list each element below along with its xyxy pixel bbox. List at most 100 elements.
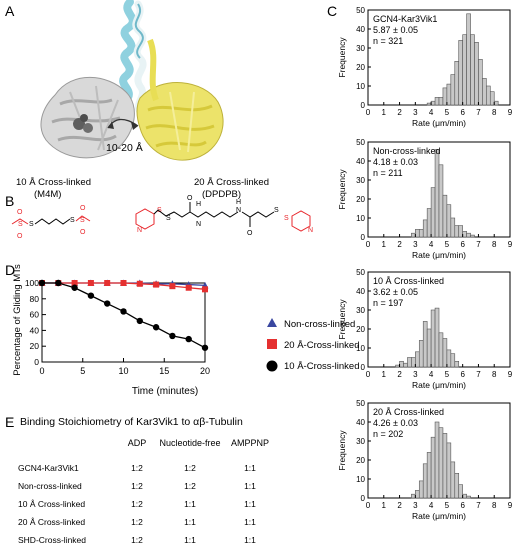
table-cell: 1:2 (184, 481, 196, 491)
histogram-ylabel: Frequency (337, 169, 347, 210)
x-tick-label: 2 (397, 370, 402, 379)
histogram-title: 10 Å Cross-linked (373, 276, 444, 286)
data-point (169, 332, 176, 340)
x-tick-label: 3 (413, 108, 418, 117)
histogram-bar (474, 41, 479, 106)
histogram-mean: 4.26 ± 0.03 (373, 418, 418, 428)
x-tick-label: 5 (445, 108, 450, 117)
x-tick-label: 6 (460, 370, 465, 379)
histogram-bar (450, 217, 456, 238)
gliding-chart-legend: Non-cross-linked 20 Å-Cross-linked 10 Å-… (266, 318, 360, 372)
panel-label-d: D (5, 262, 15, 278)
histogram-title: 20 Å Cross-linked (373, 407, 444, 417)
histogram-bar (430, 309, 436, 368)
data-point (202, 286, 208, 293)
y-tick-label: 0 (361, 233, 366, 242)
y-tick-label: 10 (356, 344, 365, 353)
histogram-bar (422, 321, 428, 368)
histogram-bar (422, 219, 428, 238)
histogram-mean: 3.62 ± 0.05 (373, 287, 418, 297)
data-point (201, 344, 209, 351)
dpdpb-nh-right-n: N (236, 207, 241, 214)
histogram-xlabel: Rate (μm/min) (412, 380, 466, 390)
m4m-sulfonyl-s-left: S (18, 221, 23, 228)
data-point (55, 279, 62, 287)
data-point (185, 284, 192, 291)
panel-label-a: A (5, 3, 15, 19)
histogram-bar (450, 74, 456, 106)
histogram-title: Non-cross-linked (373, 146, 441, 156)
table-cell: 1:1 (244, 463, 256, 473)
histogram-bar (426, 102, 432, 106)
crosslinker-10a-title: 10 Å Cross-linked (16, 177, 91, 188)
histogram-bar (458, 225, 463, 238)
m4m-thio-s-left: S (29, 221, 34, 228)
x-tick-label: 0 (366, 370, 371, 379)
legend-label-non-cross-linked: Non-cross-linked (284, 319, 355, 330)
x-tick-label: 9 (508, 501, 513, 510)
histogram-bar (415, 490, 420, 499)
histogram-bar (478, 59, 483, 106)
histogram-bar (438, 164, 444, 238)
m4m-thio-s-right: S (70, 217, 75, 224)
legend-label-10a: 10 Å-Cross-linked (284, 361, 360, 372)
histogram-bar (438, 97, 444, 106)
table-row-name: Non-cross-linked (18, 481, 82, 491)
x-tick-label: 4 (429, 370, 434, 379)
dpdpb-nh-left-h: H (196, 201, 201, 208)
histogram-bar (430, 187, 436, 238)
y-tick-label: 10 (356, 475, 365, 484)
histogram-bar (466, 495, 471, 499)
histogram-bar (426, 208, 432, 238)
panel-label-b: B (5, 193, 14, 209)
table-cell: 1:2 (131, 481, 143, 491)
histogram-2: 0 1 2 3 4 5 6 7 8 9 0 10 20 30 40 50 Rate (μm/min) Freque… (337, 138, 513, 260)
table-cell: 1:1 (244, 481, 256, 491)
m4m-oxygen-3: O (80, 205, 86, 212)
x-tick-label: 6 (460, 108, 465, 117)
y-tick-label: 30 (356, 437, 365, 446)
x-tick-label: 1 (382, 240, 387, 249)
y-tick-label: 80 (30, 294, 40, 304)
dpdpb-s-3: S (274, 207, 279, 214)
histogram-bar (418, 340, 424, 368)
data-point (153, 281, 160, 288)
table-cell: 1:2 (131, 499, 143, 509)
histogram-bar (442, 338, 448, 368)
dpdpb-structure: N S S O N H N H O S S N (135, 195, 313, 237)
dpdpb-pyridine-n-left: N (137, 227, 142, 234)
histogram-bar (426, 452, 432, 499)
y-tick-label: 100 (25, 278, 39, 288)
x-tick-label: 6 (460, 501, 465, 510)
histogram-3: 0 1 2 3 4 5 6 7 8 9 0 10 20 30 40 50 Rate (μm/min) Freque… (337, 268, 513, 390)
histogram-bar (454, 360, 460, 368)
data-point (152, 324, 160, 331)
table-cell: 1:2 (131, 535, 143, 545)
histogram-bar (430, 100, 436, 106)
histogram-bar (434, 97, 440, 106)
histogram-bar (411, 493, 416, 499)
x-tick-label: 3 (413, 501, 418, 510)
x-tick-label: 7 (476, 108, 481, 117)
histogram-bar (458, 484, 463, 499)
histogram-bar (446, 83, 452, 106)
histogram-ylabel: Frequency (337, 37, 347, 78)
dpdpb-oxygen-right: O (247, 230, 253, 237)
table-row-name: GCN4-Kar3Vik1 (18, 463, 79, 473)
x-tick-label: 8 (492, 108, 497, 117)
series-line-2 (42, 282, 206, 349)
legend-marker-20a (267, 339, 277, 349)
crosslink-distance-label: 10-20 Å (106, 141, 143, 154)
x-tick-label: 2 (397, 501, 402, 510)
x-tick-label: 9 (508, 240, 513, 249)
y-tick-label: 60 (30, 310, 40, 320)
y-tick-label: 40 (356, 418, 365, 427)
y-tick-label: 20 (356, 456, 365, 465)
histogram-bar (434, 149, 440, 238)
histogram-bar (415, 229, 420, 238)
dpdpb-nh-right-h: H (236, 199, 241, 206)
histogram-bar (426, 328, 432, 368)
m4m-oxygen-4: O (80, 229, 86, 236)
y-tick-label: 0 (361, 363, 366, 372)
